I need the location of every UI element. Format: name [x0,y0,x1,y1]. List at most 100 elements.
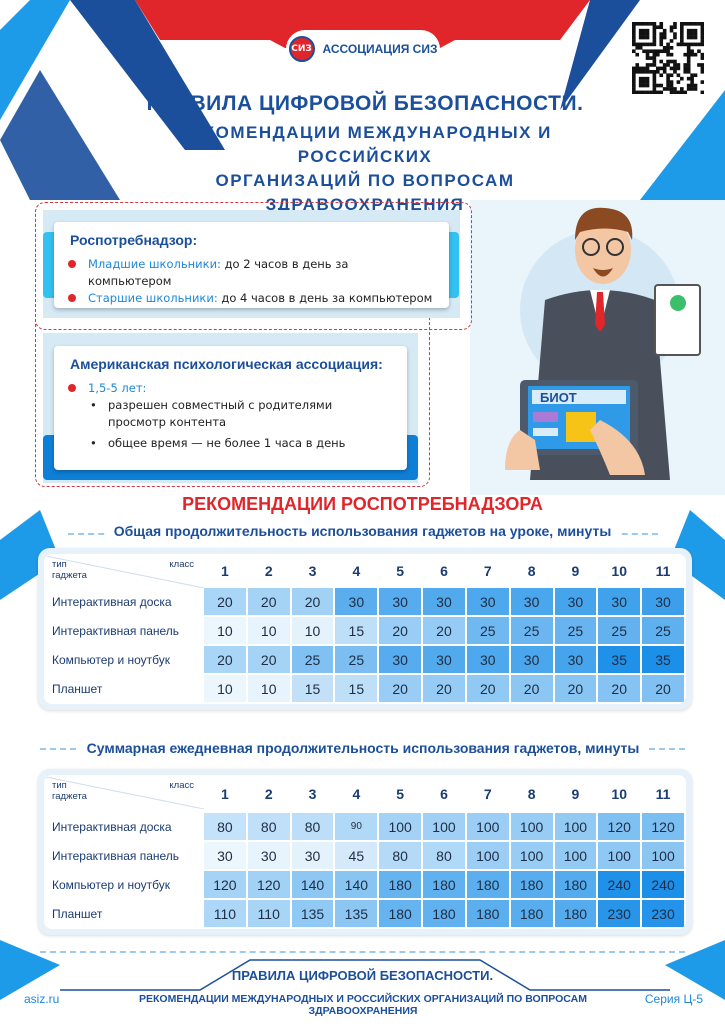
value-cell: 90 [333,811,380,842]
gadget-label: Интерактивная доска [44,586,204,617]
value-cell: 100 [508,811,555,842]
site-link[interactable]: asiz.ru [24,992,60,1006]
tablet-illustration [505,380,645,475]
grade-header: 9 [552,554,599,588]
grade-header: 2 [245,554,292,588]
table2: тип гаджета класс 1 2 3 4 5 6 7 8 9 10 11 Интерактивн… [38,769,692,935]
value-cell: 20 [289,586,336,617]
table-row: Компьютер и ноутбук 120 120 140 140 180 180 180… [44,869,686,900]
grade-header: 3 [289,775,336,813]
gadget-label: Планшет [44,673,204,704]
grade-header: 10 [596,775,643,813]
subtitle-line-2: ОРГАНИЗАЦИЙ ПО ВОПРОСАМ ЗДРАВООХРАНЕНИЯ [215,171,515,214]
value-cell: 25 [333,644,380,675]
grade-header: 6 [421,554,467,588]
value-cell: 20 [464,673,511,704]
value-cell: 100 [464,811,511,842]
check-icon [670,295,686,311]
grade-header: 4 [333,775,380,813]
value-cell: 30 [421,586,467,617]
value-cell: 110 [202,898,248,929]
item-label: Младшие школьники: [88,257,221,271]
grade-header: 1 [202,775,248,813]
card-title: Роспотребнадзор: [70,232,198,248]
value-cell: 120 [640,811,686,842]
table1: тип гаджета класс 1 2 3 4 5 6 7 8 9 10 11 Интерактивн… [38,548,692,710]
value-cell: 180 [552,869,599,900]
value-cell: 30 [552,644,599,675]
diagonal-line [46,777,204,809]
right-light-wedge [640,90,725,200]
gadget-label: Интерактивная панель [44,840,204,871]
value-cell: 100 [508,840,555,871]
left-blue-wedge [0,70,120,200]
grade-header: 8 [508,554,555,588]
table-row: Интерактивная панель 10 10 10 15 20 20 25 25 25 25… [44,615,686,646]
value-cell: 240 [640,869,686,900]
value-cell: 30 [377,586,424,617]
value-cell: 30 [508,586,555,617]
value-cell: 25 [640,615,686,646]
gadget-label: Компьютер и ноутбук [44,869,204,900]
grade-header: 1 [202,554,248,588]
corner-cell: тип гаджета класс [44,775,204,813]
value-cell: 20 [508,673,555,704]
value-cell: 30 [245,840,292,871]
grade-header: 11 [640,554,686,588]
value-cell: 120 [202,869,248,900]
value-cell: 120 [596,811,643,842]
apa-card: Американская психологическая ассоциация:… [54,346,407,470]
qr-code[interactable] [628,18,708,98]
value-cell: 15 [333,615,380,646]
value-cell: 80 [202,811,248,842]
association-logo[interactable]: СИЗ АССОЦИАЦИЯ СИЗ [286,30,440,68]
value-cell: 30 [202,840,248,871]
value-cell: 135 [333,898,380,929]
page-subtitle: РЕКОМЕНДАЦИИ МЕЖДУНАРОДНЫХ И РОССИЙСКИХ … [120,121,610,217]
corner-col-label: класс [169,780,194,791]
value-cell: 20 [421,615,467,646]
value-cell: 230 [596,898,643,929]
value-cell: 180 [464,898,511,929]
list-item: Старшие школьники: до 4 часов в день за … [68,290,433,307]
value-cell: 180 [421,898,467,929]
value-cell: 240 [596,869,643,900]
value-cell: 100 [596,840,643,871]
value-cell: 45 [333,840,380,871]
age-item: 1,5-5 лет: [68,380,391,397]
value-cell: 180 [464,869,511,900]
value-cell: 100 [552,811,599,842]
grade-header: 10 [596,554,643,588]
value-cell: 10 [245,615,292,646]
value-cell: 180 [508,869,555,900]
value-cell: 20 [377,615,424,646]
value-cell: 180 [421,869,467,900]
value-cell: 25 [596,615,643,646]
helmet-logo-icon: СИЗ [288,36,315,62]
corner-row-label: тип гаджета [52,559,87,581]
value-cell: 10 [202,673,248,704]
value-cell: 140 [289,869,336,900]
value-cell: 180 [377,898,424,929]
gadget-label: Интерактивная панель [44,615,204,646]
grade-header: 8 [508,775,555,813]
header-row: тип гаджета класс 1 2 3 4 5 6 7 8 9 10 11 [44,554,686,588]
value-cell: 110 [245,898,292,929]
value-cell: 35 [640,644,686,675]
value-cell: 25 [289,644,336,675]
section-title: РЕКОМЕНДАЦИИ РОСПОТРЕБНАДЗОРА [182,494,543,514]
table2-title: Суммарная ежедневная продолжительность и… [78,740,648,756]
value-cell: 25 [464,615,511,646]
value-cell: 15 [333,673,380,704]
table-row: Интерактивная доска 80 80 80 90 100 100 100 100 1… [44,811,686,842]
value-cell: 30 [333,586,380,617]
corner-row-label: тип гаджета [52,780,87,802]
value-cell: 20 [245,586,292,617]
grade-header: 2 [245,775,292,813]
top-red-band [135,0,590,48]
value-cell: 100 [640,840,686,871]
value-cell: 10 [245,673,292,704]
value-cell: 25 [552,615,599,646]
grade-header: 5 [377,554,424,588]
